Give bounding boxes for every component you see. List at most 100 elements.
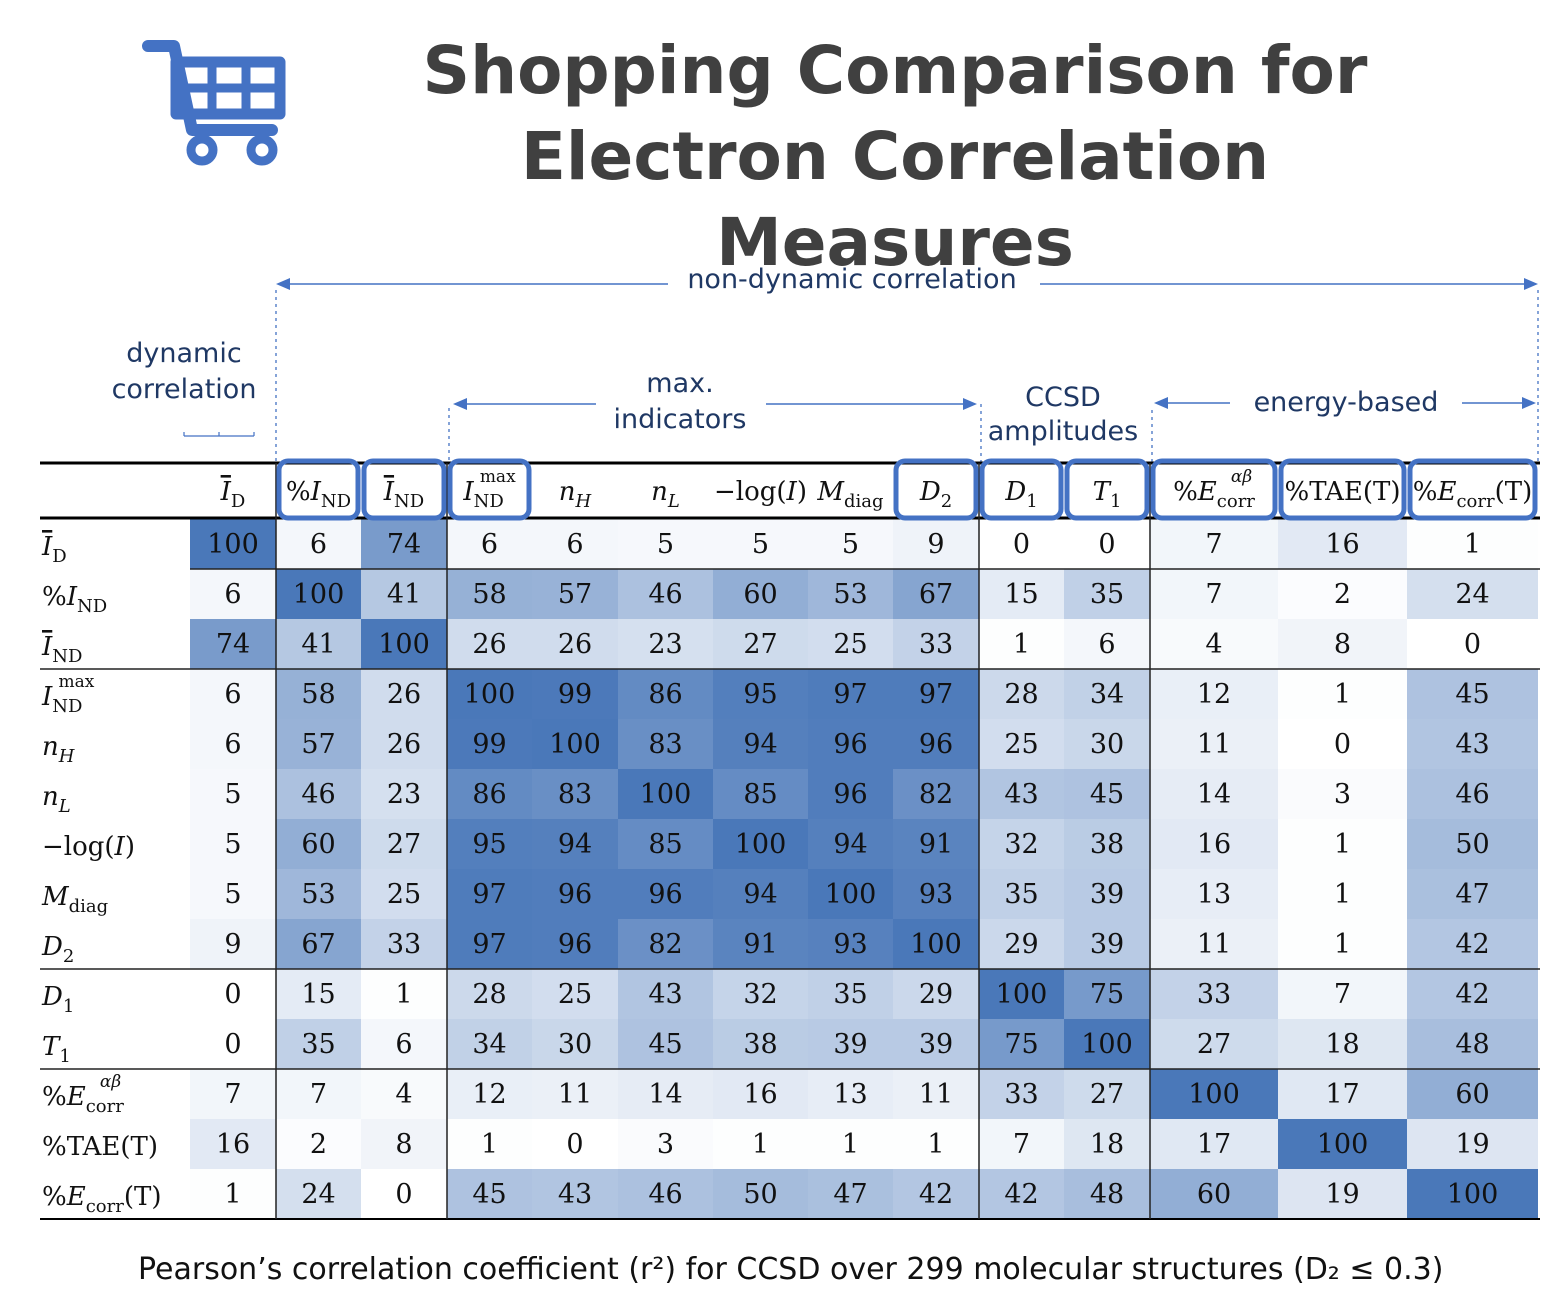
cell-value: 24: [301, 1179, 335, 1210]
cell-value: 1: [1334, 929, 1351, 960]
cell-value: 19: [1455, 1129, 1489, 1160]
cell-value: 4: [395, 1079, 412, 1110]
heatmap-cell: [713, 819, 808, 869]
cell-value: 85: [648, 829, 682, 860]
column-header: nL: [651, 477, 680, 512]
heatmap-cell: [276, 1169, 361, 1219]
cell-value: 1: [1013, 629, 1030, 660]
cell-value: 1: [1334, 829, 1351, 860]
heatmap-cell: [1064, 819, 1150, 869]
heatmap-cell: [893, 919, 979, 969]
row-header: %IND: [42, 582, 107, 617]
heatmap-cell: [713, 969, 808, 1019]
cell-value: 1: [842, 1129, 859, 1160]
cell-value: 100: [640, 779, 692, 810]
heatmap-cell: [618, 919, 713, 969]
cell-value: 27: [387, 829, 421, 860]
heatmap-cell: [1407, 969, 1538, 1019]
heatmap-cell: [276, 1119, 361, 1169]
heatmap-cell: [1150, 1169, 1278, 1219]
cell-value: 45: [1455, 679, 1489, 710]
heatmap-cell: [1150, 1069, 1278, 1119]
heatmap-cell: [1278, 919, 1407, 969]
cell-value: 16: [743, 1079, 777, 1110]
heatmap-cell: [1407, 719, 1538, 769]
heatmap-cell: [1278, 769, 1407, 819]
heatmap-cell: [1064, 1069, 1150, 1119]
cell-value: 47: [833, 1179, 867, 1210]
heatmap-cell: [1150, 819, 1278, 869]
cell-value: 26: [558, 629, 592, 660]
cell-value: 2: [1334, 579, 1351, 610]
chart-caption: Pearson’s correlation coefficient (r²) f…: [138, 1252, 1444, 1287]
cell-value: 1: [752, 1129, 769, 1160]
cell-value: 53: [833, 579, 867, 610]
heatmap-cell: [713, 569, 808, 619]
heatmap-cell: [447, 1119, 532, 1169]
cell-value: 0: [566, 1129, 583, 1160]
heatmap-cell: [532, 719, 618, 769]
cell-value: 50: [743, 1179, 777, 1210]
cell-value: 33: [1004, 1079, 1038, 1110]
heatmap-cell: [979, 1069, 1064, 1119]
heatmap-cell: [532, 869, 618, 919]
cell-value: 9: [927, 529, 944, 560]
cell-value: 60: [1197, 1179, 1231, 1210]
cell-value: 14: [648, 1079, 682, 1110]
heatmap-cell: [532, 569, 618, 619]
title-line-1: Shopping Comparison for: [422, 32, 1368, 109]
cell-value: 33: [387, 929, 421, 960]
cell-value: 97: [919, 679, 953, 710]
heatmap-cell: [361, 769, 447, 819]
heatmap-cell: [276, 769, 361, 819]
cell-value: 27: [1090, 1079, 1124, 1110]
cell-value: 6: [310, 529, 327, 560]
cell-value: 18: [1325, 1029, 1359, 1060]
heatmap-cell: [1407, 669, 1538, 719]
cell-value: 41: [387, 579, 421, 610]
heatmap-cell: [190, 1019, 276, 1069]
heatmap-cell: [979, 519, 1064, 569]
heatmap-cell: [190, 819, 276, 869]
highlighted-column-box: [1064, 458, 1150, 521]
column-header: %Ecorrαβ: [1173, 467, 1255, 512]
shopping-cart-icon: [140, 38, 290, 173]
heatmap-cell: [532, 819, 618, 869]
heatmap-cell: [447, 869, 532, 919]
heatmap-cell: [447, 919, 532, 969]
cell-value: 16: [216, 1129, 250, 1160]
heatmap-cell: [808, 769, 893, 819]
heatmap-cell: [979, 969, 1064, 1019]
column-header: D1: [1004, 477, 1037, 512]
heatmap-cell: [447, 769, 532, 819]
heatmap-cell: [447, 969, 532, 1019]
cell-value: 19: [1325, 1179, 1359, 1210]
cell-value: 0: [1013, 529, 1030, 560]
cell-value: 13: [833, 1079, 867, 1110]
cell-value: 43: [558, 1179, 592, 1210]
heatmap-cell: [618, 619, 713, 669]
cell-value: 91: [743, 929, 777, 960]
heatmap-cell: [618, 719, 713, 769]
cell-value: 8: [1334, 629, 1351, 660]
heatmap-cell: [1407, 1019, 1538, 1069]
cell-value: 25: [1004, 729, 1038, 760]
cell-value: 17: [1197, 1129, 1231, 1160]
heatmap-cell: [276, 819, 361, 869]
heatmap-cell: [1278, 719, 1407, 769]
cell-value: 7: [1205, 529, 1222, 560]
cell-value: 5: [842, 529, 859, 560]
cell-value: 26: [387, 679, 421, 710]
cell-value: 7: [224, 1079, 241, 1110]
heatmap-cell: [1150, 1119, 1278, 1169]
cell-value: 1: [481, 1129, 498, 1160]
cell-value: 74: [387, 529, 421, 560]
row-header: nL: [42, 782, 71, 817]
heatmap-cell: [190, 1069, 276, 1119]
row-header: T1: [42, 1032, 71, 1067]
highlighted-column-box: [1407, 458, 1538, 521]
heatmap-cell: [713, 1019, 808, 1069]
cell-value: 83: [648, 729, 682, 760]
cell-value: 11: [1197, 729, 1231, 760]
cell-value: 45: [1090, 779, 1124, 810]
